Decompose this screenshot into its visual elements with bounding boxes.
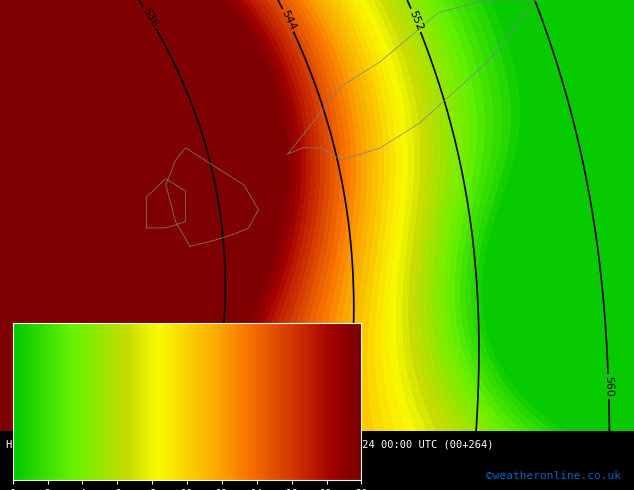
Text: 552: 552 [407, 9, 424, 32]
Text: ©weatheronline.co.uk: ©weatheronline.co.uk [486, 471, 621, 481]
Text: 536: 536 [140, 6, 159, 29]
Text: 560: 560 [603, 376, 614, 397]
Text: 544: 544 [279, 8, 297, 32]
Text: Height 500 hPa Spread mean+σ [gpdm]  GFS ENS  Fr 04-10-2024 00:00 UTC (00+264): Height 500 hPa Spread mean+σ [gpdm] GFS … [6, 440, 494, 450]
